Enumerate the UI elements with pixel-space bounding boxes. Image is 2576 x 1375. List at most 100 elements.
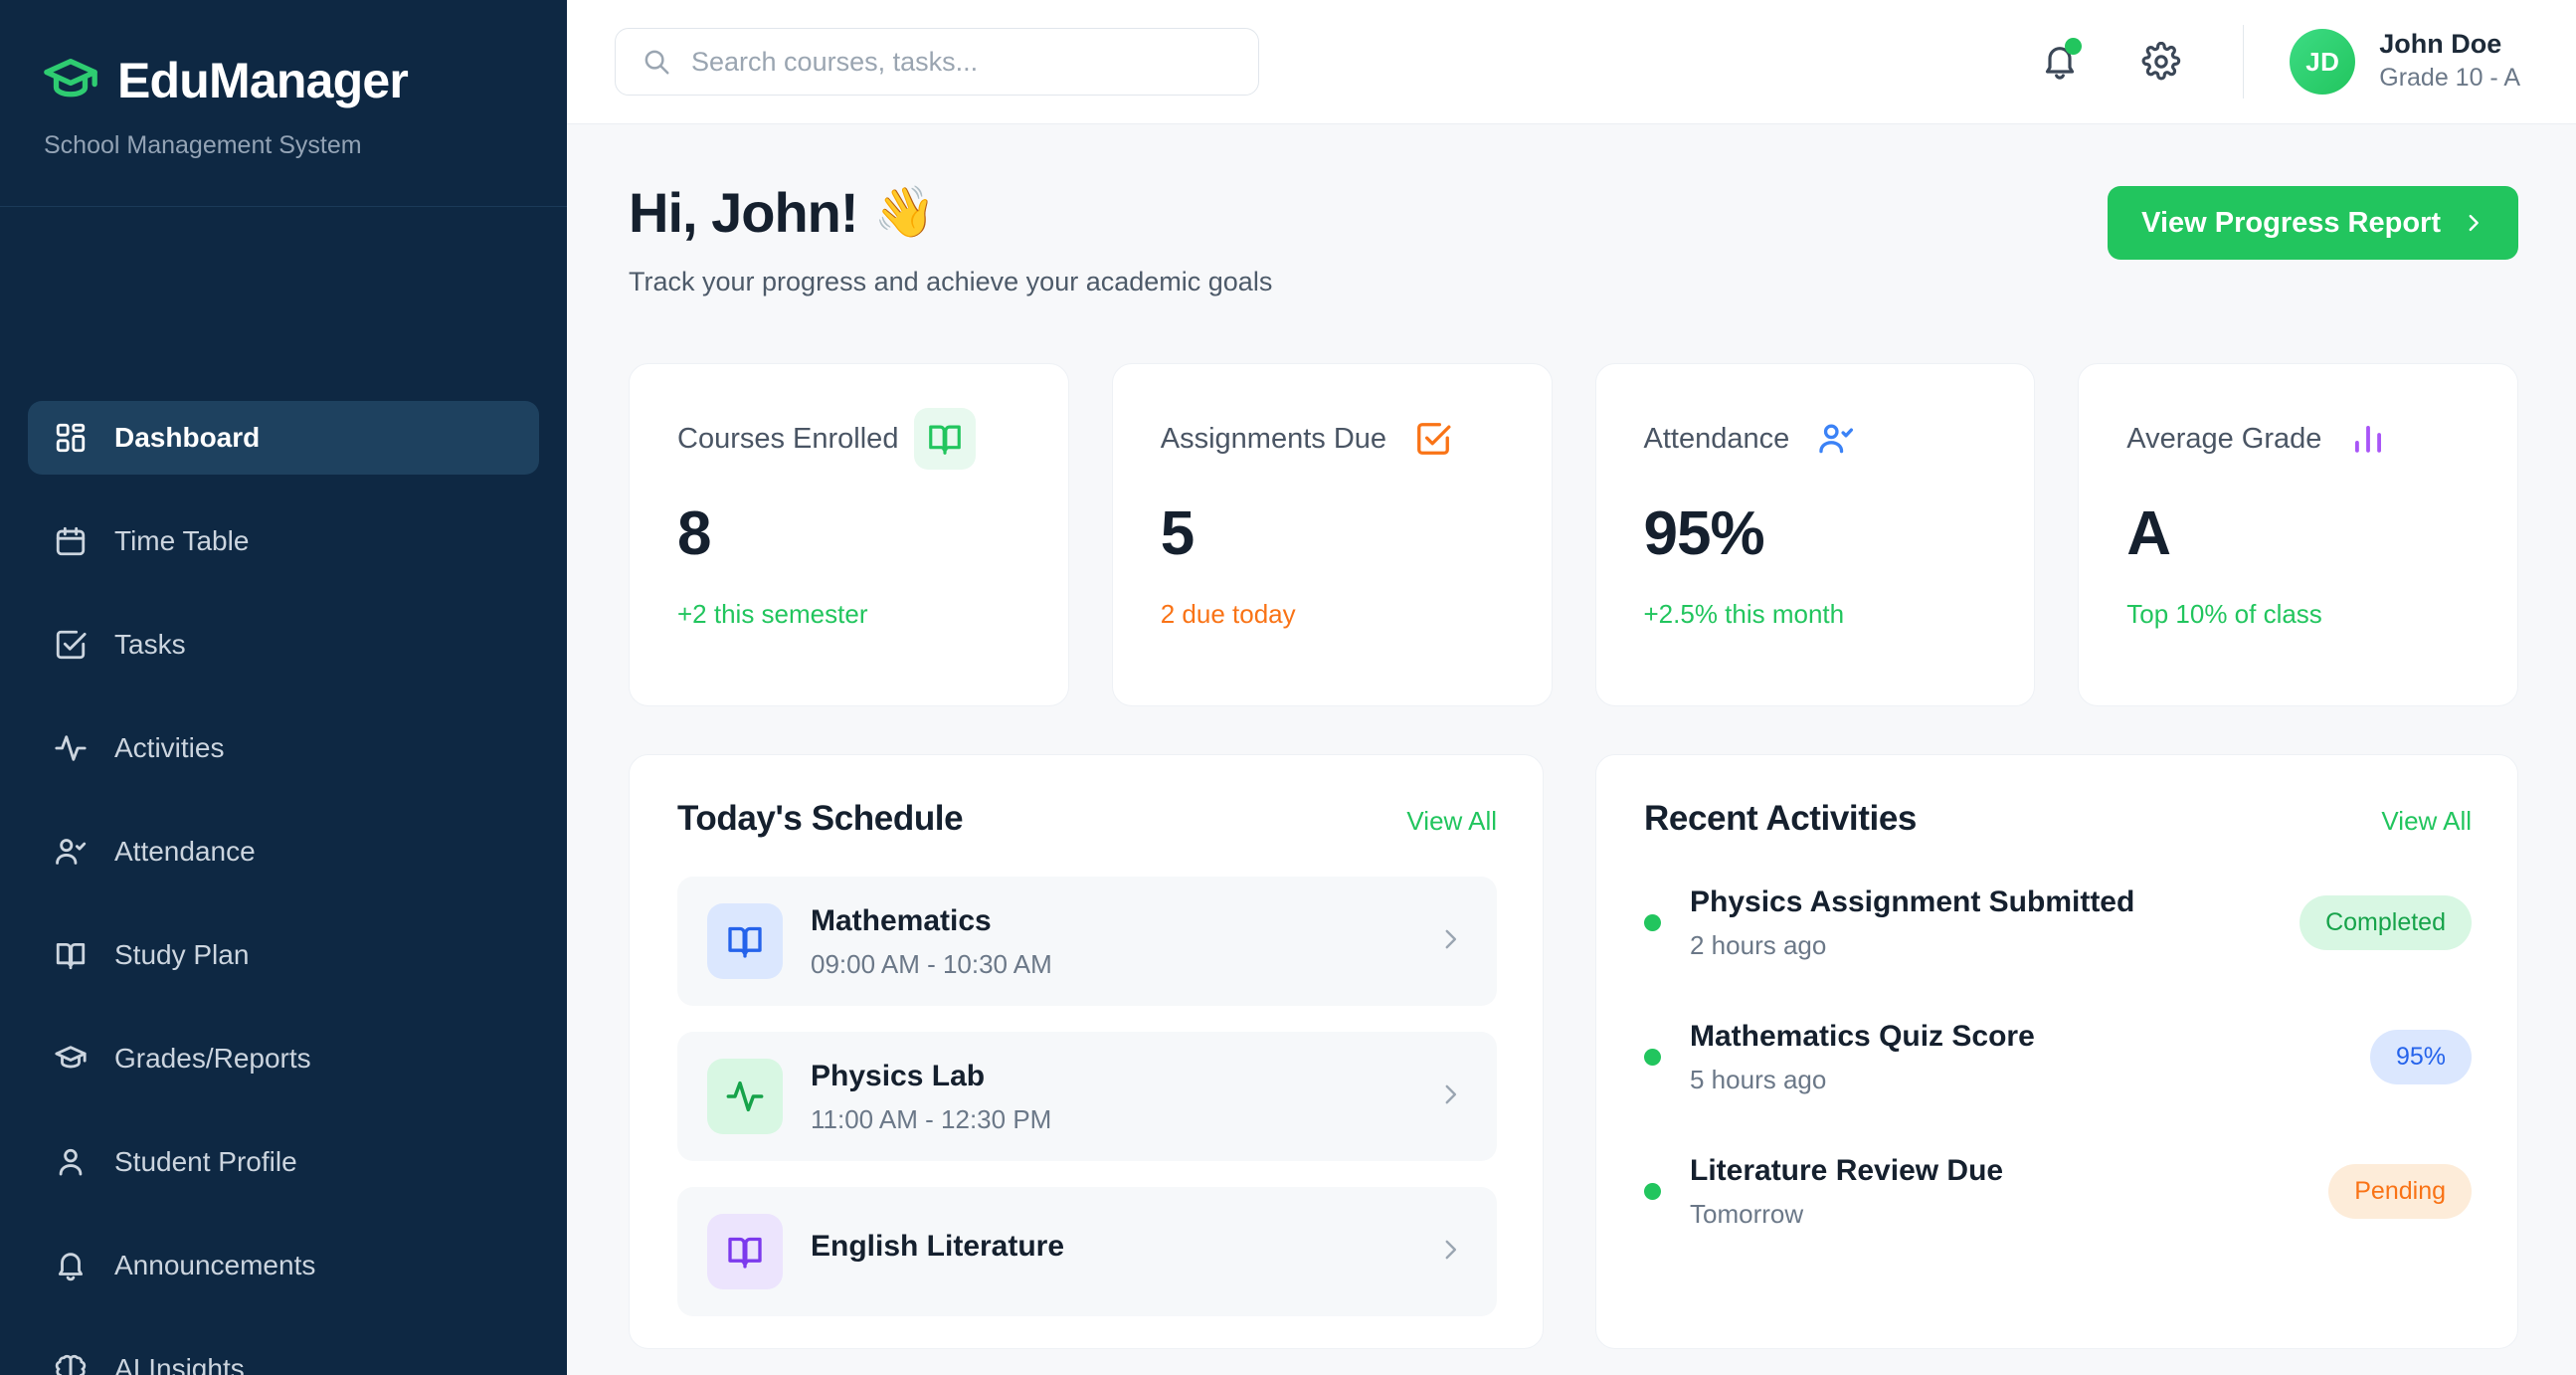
- user-menu[interactable]: JD John Doe Grade 10 - A: [2290, 29, 2520, 95]
- graduation-cap-icon: [44, 59, 97, 98]
- user-info: John Doe Grade 10 - A: [2379, 29, 2520, 94]
- sidebar-item-dashboard[interactable]: Dashboard: [28, 401, 539, 475]
- activity-text: Literature Review Due Tomorrow: [1690, 1153, 2003, 1230]
- recent-activities-panel: Recent Activities View All Physics Assig…: [1595, 754, 2518, 1349]
- panel-header: Today's Schedule View All: [677, 799, 1497, 839]
- graduation-cap-icon: [55, 1046, 87, 1069]
- calendar-icon: [56, 526, 86, 556]
- topbar-right: JD John Doe Grade 10 - A: [2032, 25, 2520, 98]
- sidebar-item-activities[interactable]: Activities: [28, 711, 539, 785]
- schedule-item-time: 11:00 AM - 12:30 PM: [811, 1103, 1052, 1134]
- schedule-item-name: Mathematics: [811, 903, 992, 937]
- book-open-icon: [929, 425, 962, 455]
- sidebar-item-label: Announcements: [114, 1250, 316, 1280]
- stat-label: Attendance: [1643, 422, 1790, 455]
- list-item[interactable]: Literature Review Due Tomorrow Pending: [1644, 1153, 2472, 1230]
- search-input[interactable]: [691, 46, 1232, 78]
- schedule-item-name: English Literature: [811, 1230, 1065, 1263]
- view-all-schedule-link[interactable]: View All: [1406, 806, 1497, 836]
- content: Hi, John! 👋 Track your progress and achi…: [567, 124, 2576, 1349]
- stat-header: Assignments Due: [1161, 408, 1504, 470]
- stat-label: Average Grade: [2126, 422, 2322, 455]
- waving-hand-icon: 👋: [873, 184, 936, 240]
- stat-card-attendance[interactable]: Attendance 95% +2.5% this month: [1594, 363, 2036, 706]
- panels-row: Today's Schedule View All: [629, 754, 2518, 1349]
- check-square-icon: [1417, 423, 1451, 455]
- activity-time: Tomorrow: [1690, 1199, 1804, 1229]
- schedule-item-icon-wrapper: [707, 1214, 783, 1289]
- list-item[interactable]: Physics Lab 11:00 AM - 12:30 PM: [677, 1032, 1497, 1161]
- sidebar-item-label: Tasks: [114, 629, 186, 660]
- chevron-right-icon: [1437, 1237, 1463, 1268]
- settings-button[interactable]: [2133, 34, 2189, 90]
- sidebar: EduManager School Management System Dash…: [0, 0, 567, 1375]
- sidebar-item-attendance[interactable]: Attendance: [28, 815, 539, 888]
- search-box[interactable]: [615, 28, 1259, 96]
- book-open-icon: [56, 942, 86, 970]
- activity-pulse-icon: [726, 1080, 764, 1112]
- user-check-icon: [1819, 424, 1854, 454]
- stat-header: Attendance: [1644, 408, 1987, 470]
- panel-title: Recent Activities: [1644, 799, 1917, 838]
- view-progress-report-button[interactable]: View Progress Report: [2108, 186, 2518, 260]
- grid-icon: [56, 423, 86, 453]
- avatar: JD: [2290, 29, 2356, 95]
- sidebar-item-time-table[interactable]: Time Table: [28, 504, 539, 578]
- stat-card-courses-enrolled[interactable]: Courses Enrolled 8 +2 this semester: [629, 363, 1069, 706]
- stat-value: 5: [1160, 499, 1195, 568]
- schedule-item-icon-wrapper: [707, 1059, 783, 1134]
- sidebar-item-label: Dashboard: [114, 422, 261, 453]
- activities-list: Physics Assignment Submitted 2 hours ago…: [1644, 884, 2472, 1230]
- sidebar-divider: [0, 206, 567, 207]
- list-item[interactable]: Mathematics Quiz Score 5 hours ago 95%: [1644, 1019, 2472, 1095]
- sidebar-item-grades-reports[interactable]: Grades/Reports: [28, 1022, 539, 1095]
- stat-cards: Courses Enrolled 8 +2 this semester: [629, 363, 2518, 706]
- chevron-right-icon: [2469, 214, 2479, 232]
- page-subtitle: Track your progress and achieve your aca…: [629, 267, 1273, 296]
- sidebar-item-ai-insights[interactable]: AI Insights: [28, 1332, 539, 1375]
- user-name: John Doe: [2379, 29, 2502, 60]
- stat-value: A: [2126, 499, 2171, 568]
- stat-card-assignments-due[interactable]: Assignments Due 5 2 due today: [1111, 363, 1553, 706]
- page-title: Hi, John! 👋: [629, 180, 1272, 245]
- stat-icon-wrapper: [1402, 408, 1464, 470]
- schedule-item-time: 09:00 AM - 10:30 AM: [811, 948, 1052, 979]
- stat-value: 95%: [1643, 499, 1765, 568]
- bell-icon: [58, 1253, 84, 1281]
- sidebar-item-label: Activities: [114, 732, 225, 763]
- list-item[interactable]: Physics Assignment Submitted 2 hours ago…: [1644, 884, 2472, 961]
- check-square-icon: [56, 630, 87, 660]
- bell-icon: [2046, 47, 2075, 80]
- book-open-icon: [728, 926, 762, 958]
- notifications-button[interactable]: [2032, 34, 2088, 90]
- status-badge: Completed: [2300, 895, 2472, 950]
- sidebar-item-label: Time Table: [114, 525, 250, 556]
- status-dot-icon: [1644, 1183, 1661, 1200]
- list-item[interactable]: Mathematics 09:00 AM - 10:30 AM: [677, 877, 1497, 1006]
- sidebar-item-announcements[interactable]: Announcements: [28, 1229, 539, 1302]
- user-icon: [59, 1148, 83, 1176]
- status-badge: Pending: [2328, 1164, 2472, 1219]
- stat-card-average-grade[interactable]: Average Grade A Top 10% of class: [2078, 363, 2518, 706]
- stat-label: Assignments Due: [1160, 422, 1387, 455]
- cta-label: View Progress Report: [2141, 206, 2441, 239]
- activity-time: 5 hours ago: [1690, 1065, 1827, 1094]
- gear-icon: [2141, 42, 2181, 81]
- view-all-activities-link[interactable]: View All: [2381, 806, 2472, 836]
- status-dot-icon: [1644, 914, 1661, 931]
- sidebar-item-student-profile[interactable]: Student Profile: [28, 1125, 539, 1199]
- topbar-divider: [2243, 25, 2245, 98]
- schedule-item-text: Mathematics 09:00 AM - 10:30 AM: [811, 903, 1052, 980]
- topbar: JD John Doe Grade 10 - A: [567, 0, 2576, 124]
- sidebar-item-tasks[interactable]: Tasks: [28, 608, 539, 682]
- list-item[interactable]: English Literature: [677, 1187, 1497, 1316]
- panel-title: Today's Schedule: [677, 799, 964, 838]
- stat-header: Average Grade: [2126, 408, 2470, 470]
- stat-icon-wrapper: [2337, 408, 2399, 470]
- search-icon: [644, 50, 669, 75]
- bar-chart-icon: [2355, 426, 2382, 453]
- sidebar-item-study-plan[interactable]: Study Plan: [28, 918, 539, 992]
- panel-header: Recent Activities View All: [1644, 799, 2472, 839]
- user-check-icon: [56, 839, 87, 865]
